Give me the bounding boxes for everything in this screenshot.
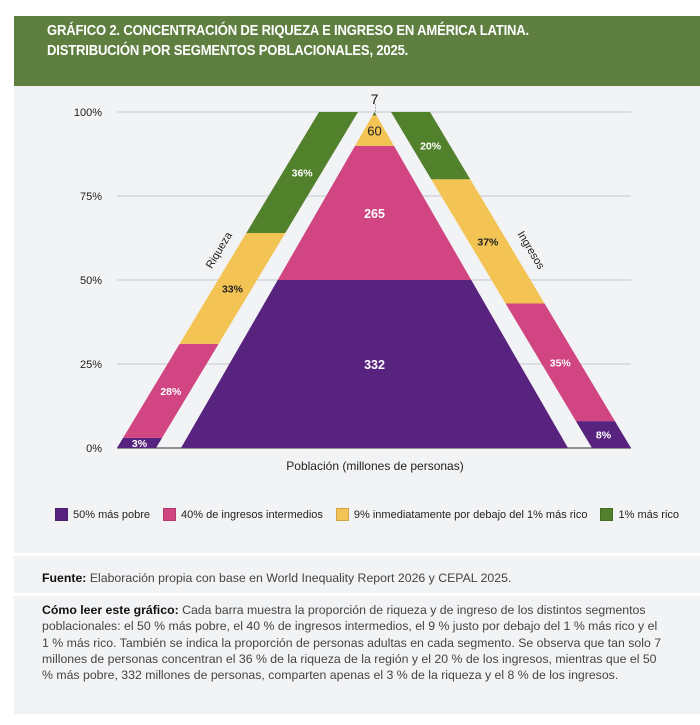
source-label: Fuente: bbox=[42, 571, 87, 585]
ingresos-value-label: 8% bbox=[596, 430, 612, 442]
y-tick-label: 100% bbox=[74, 107, 102, 119]
legend-label: 40% de ingresos intermedios bbox=[181, 508, 323, 521]
legend-label: 50% más pobre bbox=[73, 508, 151, 521]
riqueza-value-label: 3% bbox=[132, 438, 148, 450]
legend-swatch bbox=[163, 508, 177, 521]
how-to-read-note: Cómo leer este gráfico: Cada barra muest… bbox=[42, 602, 662, 683]
population-segment bbox=[277, 145, 472, 280]
legend-item: 9% inmediatamente por debajo del 1% más … bbox=[335, 508, 588, 521]
legend-item: 50% más pobre bbox=[55, 508, 150, 521]
population-segment bbox=[181, 280, 568, 448]
legend-swatch bbox=[335, 508, 349, 521]
riqueza-value-label: 33% bbox=[222, 283, 244, 295]
ingresos-segment bbox=[505, 303, 615, 422]
chart-legend: 50% más pobre 40% de ingresos intermedios… bbox=[55, 508, 692, 521]
riqueza-segment bbox=[179, 232, 286, 344]
x-axis-label: Población (millones de personas) bbox=[286, 459, 463, 473]
how-to-read-label: Cómo leer este gráfico: bbox=[42, 603, 179, 617]
y-tick-label: 50% bbox=[80, 275, 102, 287]
riqueza-value-label: 28% bbox=[160, 386, 182, 398]
ingresos-value-label: 35% bbox=[550, 357, 572, 369]
ingresos-segment bbox=[391, 112, 471, 180]
population-value-label: 7 bbox=[371, 91, 379, 107]
riqueza-segment bbox=[246, 112, 358, 233]
source-note: Fuente: Elaboración propia con base en W… bbox=[42, 570, 662, 586]
legend-item: 40% de ingresos intermedios bbox=[163, 508, 323, 521]
population-segment bbox=[372, 112, 377, 116]
divider bbox=[14, 553, 700, 556]
legend-item: 1% más rico bbox=[600, 508, 679, 521]
chart-title-line-1: GRÁFICO 2. CONCENTRACIÓN DE RIQUEZA E IN… bbox=[47, 23, 529, 39]
legend-label: 9% inmediatamente por debajo del 1% más … bbox=[353, 508, 588, 521]
population-segment bbox=[354, 115, 395, 146]
divider bbox=[14, 593, 700, 596]
legend-swatch bbox=[600, 508, 614, 521]
population-value-label: 332 bbox=[364, 358, 385, 372]
population-value-label: 60 bbox=[367, 124, 381, 139]
y-tick-label: 75% bbox=[80, 191, 102, 203]
y-tick-label: 0% bbox=[86, 443, 102, 455]
riqueza-segment bbox=[123, 343, 219, 438]
legend-swatch bbox=[55, 508, 68, 521]
ingresos-segment bbox=[575, 421, 631, 448]
ingresos-segment bbox=[431, 179, 545, 304]
legend-label: 1% más rico bbox=[618, 508, 680, 521]
population-value-label: 265 bbox=[364, 207, 385, 221]
riqueza-segment bbox=[117, 437, 163, 448]
how-to-read-text: Cada barra muestra la proporción de riqu… bbox=[42, 603, 662, 683]
pyramid-chart: 0%25%50%75%100%3%28%33%36%8%35%37%20%Riq… bbox=[74, 91, 631, 473]
riqueza-value-label: 36% bbox=[292, 167, 314, 179]
chart-title-line-2: DISTRIBUCIÓN POR SEGMENTOS POBLACIONALES… bbox=[47, 43, 409, 59]
ingresos-value-label: 37% bbox=[477, 236, 499, 248]
ingresos-value-label: 20% bbox=[420, 141, 442, 153]
chart-header: GRÁFICO 2. CONCENTRACIÓN DE RIQUEZA E IN… bbox=[14, 16, 700, 86]
y-tick-label: 25% bbox=[80, 359, 102, 371]
source-text: Elaboración propia con base en World Ine… bbox=[86, 571, 512, 585]
